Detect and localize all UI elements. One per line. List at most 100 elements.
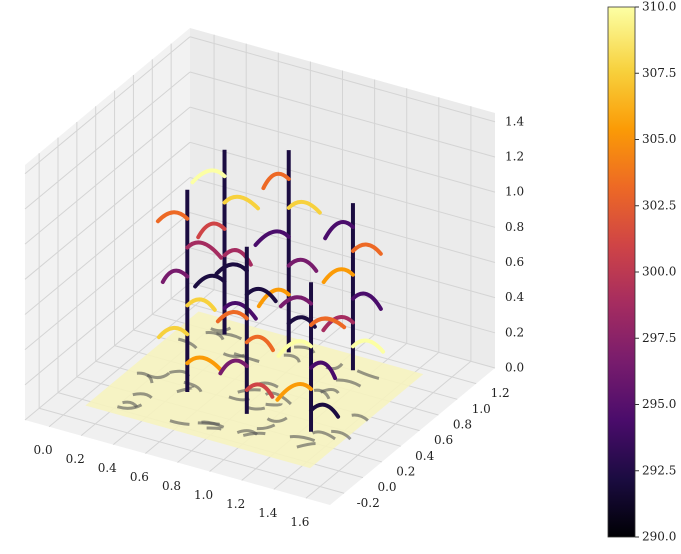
colorbar-tick-label: 292.5 xyxy=(642,463,676,477)
leaf xyxy=(218,358,249,376)
x-tick-label: 0.0 xyxy=(34,443,53,457)
x-tick-label: 1.0 xyxy=(194,488,213,502)
leaf-shadow xyxy=(146,371,171,380)
leaf-shadow xyxy=(122,400,139,409)
leaf-shadow xyxy=(169,419,190,426)
leaf xyxy=(276,339,314,358)
leaf-shadow xyxy=(294,345,316,354)
leaf-shadow xyxy=(356,369,380,380)
leaf xyxy=(309,402,341,419)
leaf xyxy=(309,360,338,381)
grid-line xyxy=(189,141,496,228)
leaf xyxy=(321,267,355,285)
colorbar-tick-label: 300.0 xyxy=(642,265,676,279)
leaf xyxy=(190,168,227,185)
colorbar-ticks: 290.0 292.5 295.0 297.5 300.0 302.5 305.0 307.5… xyxy=(635,0,676,544)
y-tick-label: -0.2 xyxy=(357,496,380,510)
leaf-shadow xyxy=(266,416,288,423)
leaf xyxy=(193,273,227,289)
leaf-shadow xyxy=(197,421,220,426)
leaf xyxy=(222,300,258,321)
leaf xyxy=(323,220,355,241)
grid-line xyxy=(24,36,191,175)
z-tick-label: 0.8 xyxy=(505,220,524,234)
leaf-shadow xyxy=(265,402,283,407)
leaf xyxy=(196,221,227,240)
leaf xyxy=(256,287,291,309)
leaf xyxy=(321,315,355,333)
leaf-shadow xyxy=(283,353,301,363)
leaf xyxy=(278,295,314,309)
scene xyxy=(85,149,424,469)
leaf xyxy=(185,297,217,312)
leaf xyxy=(222,194,261,211)
leaf xyxy=(244,286,278,304)
y-tick-label: 0.2 xyxy=(396,464,415,478)
y-tick-label: 0.4 xyxy=(415,449,434,463)
leaf xyxy=(261,171,291,191)
grid-line xyxy=(24,212,191,351)
leaf-shadow xyxy=(222,352,246,358)
colorbar-tick-label: 305.0 xyxy=(642,132,676,146)
grid-line xyxy=(189,36,496,123)
colorbar xyxy=(607,6,636,538)
leaf xyxy=(244,382,275,399)
leaf-shadow xyxy=(313,388,331,400)
grid-line xyxy=(24,106,191,245)
z-tick-label: 1.2 xyxy=(505,149,524,163)
leaf xyxy=(350,338,386,354)
grid-line xyxy=(24,177,191,315)
leaf-shadow xyxy=(216,331,243,341)
x-tick-label: 1.6 xyxy=(290,515,309,529)
leaf xyxy=(309,316,347,330)
grid-line xyxy=(189,247,496,334)
grid-line xyxy=(24,282,191,421)
y-tick-label: 1.0 xyxy=(472,402,491,416)
leaf xyxy=(286,257,319,273)
z-tick-label: 0.6 xyxy=(505,255,524,269)
z-tick-label: 1.4 xyxy=(505,114,524,128)
x-tick-label: 1.2 xyxy=(226,497,245,511)
leaf xyxy=(160,268,190,284)
colorbar-tick-label: 290.0 xyxy=(642,530,676,544)
leaf-shadow xyxy=(289,435,316,443)
leaf-shadow xyxy=(351,413,369,422)
leaf xyxy=(215,310,249,324)
grid-line xyxy=(24,71,191,210)
z-tick-label: 0.2 xyxy=(505,325,524,339)
x-tick-label: 0.6 xyxy=(130,470,149,484)
x-tick-label: 1.4 xyxy=(258,506,277,520)
grid-line xyxy=(189,212,496,299)
leaf xyxy=(253,229,291,247)
leaf xyxy=(185,240,224,260)
leaf xyxy=(156,325,190,340)
y-tick-label: 0.0 xyxy=(377,480,396,494)
left-pane xyxy=(25,28,190,420)
colorbar-tick-label: 302.5 xyxy=(642,198,676,212)
leaf-shadow xyxy=(210,326,232,333)
panes xyxy=(25,28,495,505)
leaf-shadow xyxy=(296,442,316,449)
grid-line xyxy=(24,247,191,386)
grid-line xyxy=(24,141,191,280)
x-tick-label: 0.4 xyxy=(98,461,117,475)
leaf xyxy=(185,355,223,372)
grid-line xyxy=(189,177,496,263)
leaf-shadow xyxy=(256,423,276,431)
leaf-shadow xyxy=(335,378,362,388)
leaf-shadow xyxy=(331,429,352,441)
colorbar-tick-label: 295.0 xyxy=(642,397,676,411)
colorbar-tick-label: 310.0 xyxy=(642,0,676,14)
leaf xyxy=(155,210,190,224)
leaf xyxy=(275,381,314,402)
x-tick-label: 0.8 xyxy=(162,479,181,493)
grid-line xyxy=(189,106,496,193)
colorbar-tick-label: 297.5 xyxy=(642,331,676,345)
grid-line xyxy=(305,360,472,499)
y-tick-label: 0.6 xyxy=(434,433,453,447)
leaf-shadow xyxy=(132,392,153,399)
leaf-shadow xyxy=(311,430,336,441)
leaf-shadow xyxy=(116,403,143,410)
z-tick-label: 0.4 xyxy=(505,290,524,304)
